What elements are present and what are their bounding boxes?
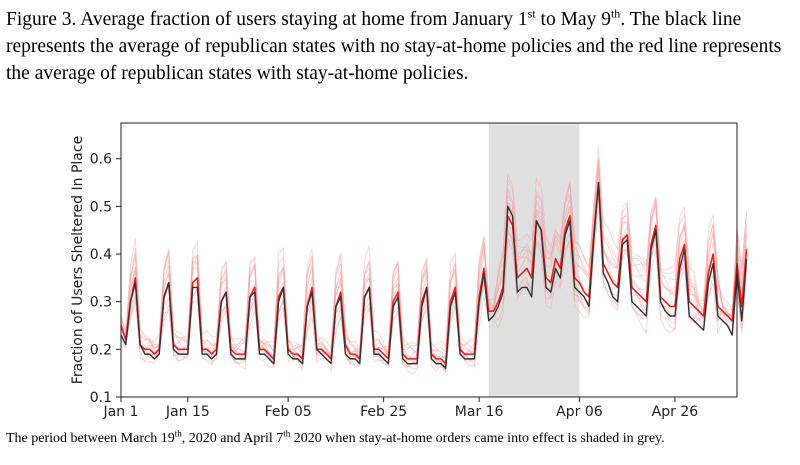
figure-footnote: The period between March 19th, 2020 and … <box>6 428 665 446</box>
y-axis: 0.1 0.2 0.3 0.4 0.5 0.6 <box>90 152 121 406</box>
state-line <box>120 161 748 367</box>
x-tick-label: Mar 16 <box>455 404 504 420</box>
x-tick-label: Apr 06 <box>556 404 603 420</box>
y-tick-label: 0.6 <box>90 152 112 168</box>
x-tick-label: Feb 05 <box>265 404 312 420</box>
y-tick-label: 0.3 <box>90 295 112 311</box>
x-tick-label: Apr 26 <box>652 404 699 420</box>
y-tick-label: 0.4 <box>90 247 112 263</box>
y-axis-label: Fraction of Users Sheltered In Place <box>70 136 86 384</box>
y-tick-label: 0.1 <box>90 390 112 406</box>
plot-frame <box>120 122 738 398</box>
state-line <box>120 207 748 374</box>
x-tick-label: Jan 15 <box>165 404 210 420</box>
x-axis: Jan 1 Jan 15 Feb 05 Feb 25 Mar 16 Apr 06 Apr 2… <box>103 397 699 420</box>
state-line <box>120 194 748 373</box>
state-line <box>120 165 748 366</box>
x-tick-label: Feb 25 <box>360 404 407 420</box>
series-lines-group <box>120 181 748 370</box>
black-series-line <box>120 181 748 370</box>
state-line <box>120 167 748 366</box>
y-tick-label: 0.2 <box>90 342 112 358</box>
y-tick-label: 0.5 <box>90 199 112 215</box>
state-line <box>120 160 748 362</box>
figure-caption: Figure 3. Average fraction of users stay… <box>6 6 782 85</box>
state-line <box>120 157 748 359</box>
state-line <box>120 146 748 357</box>
x-tick-label: Jan 1 <box>103 404 139 420</box>
state-lines-group <box>120 146 748 375</box>
